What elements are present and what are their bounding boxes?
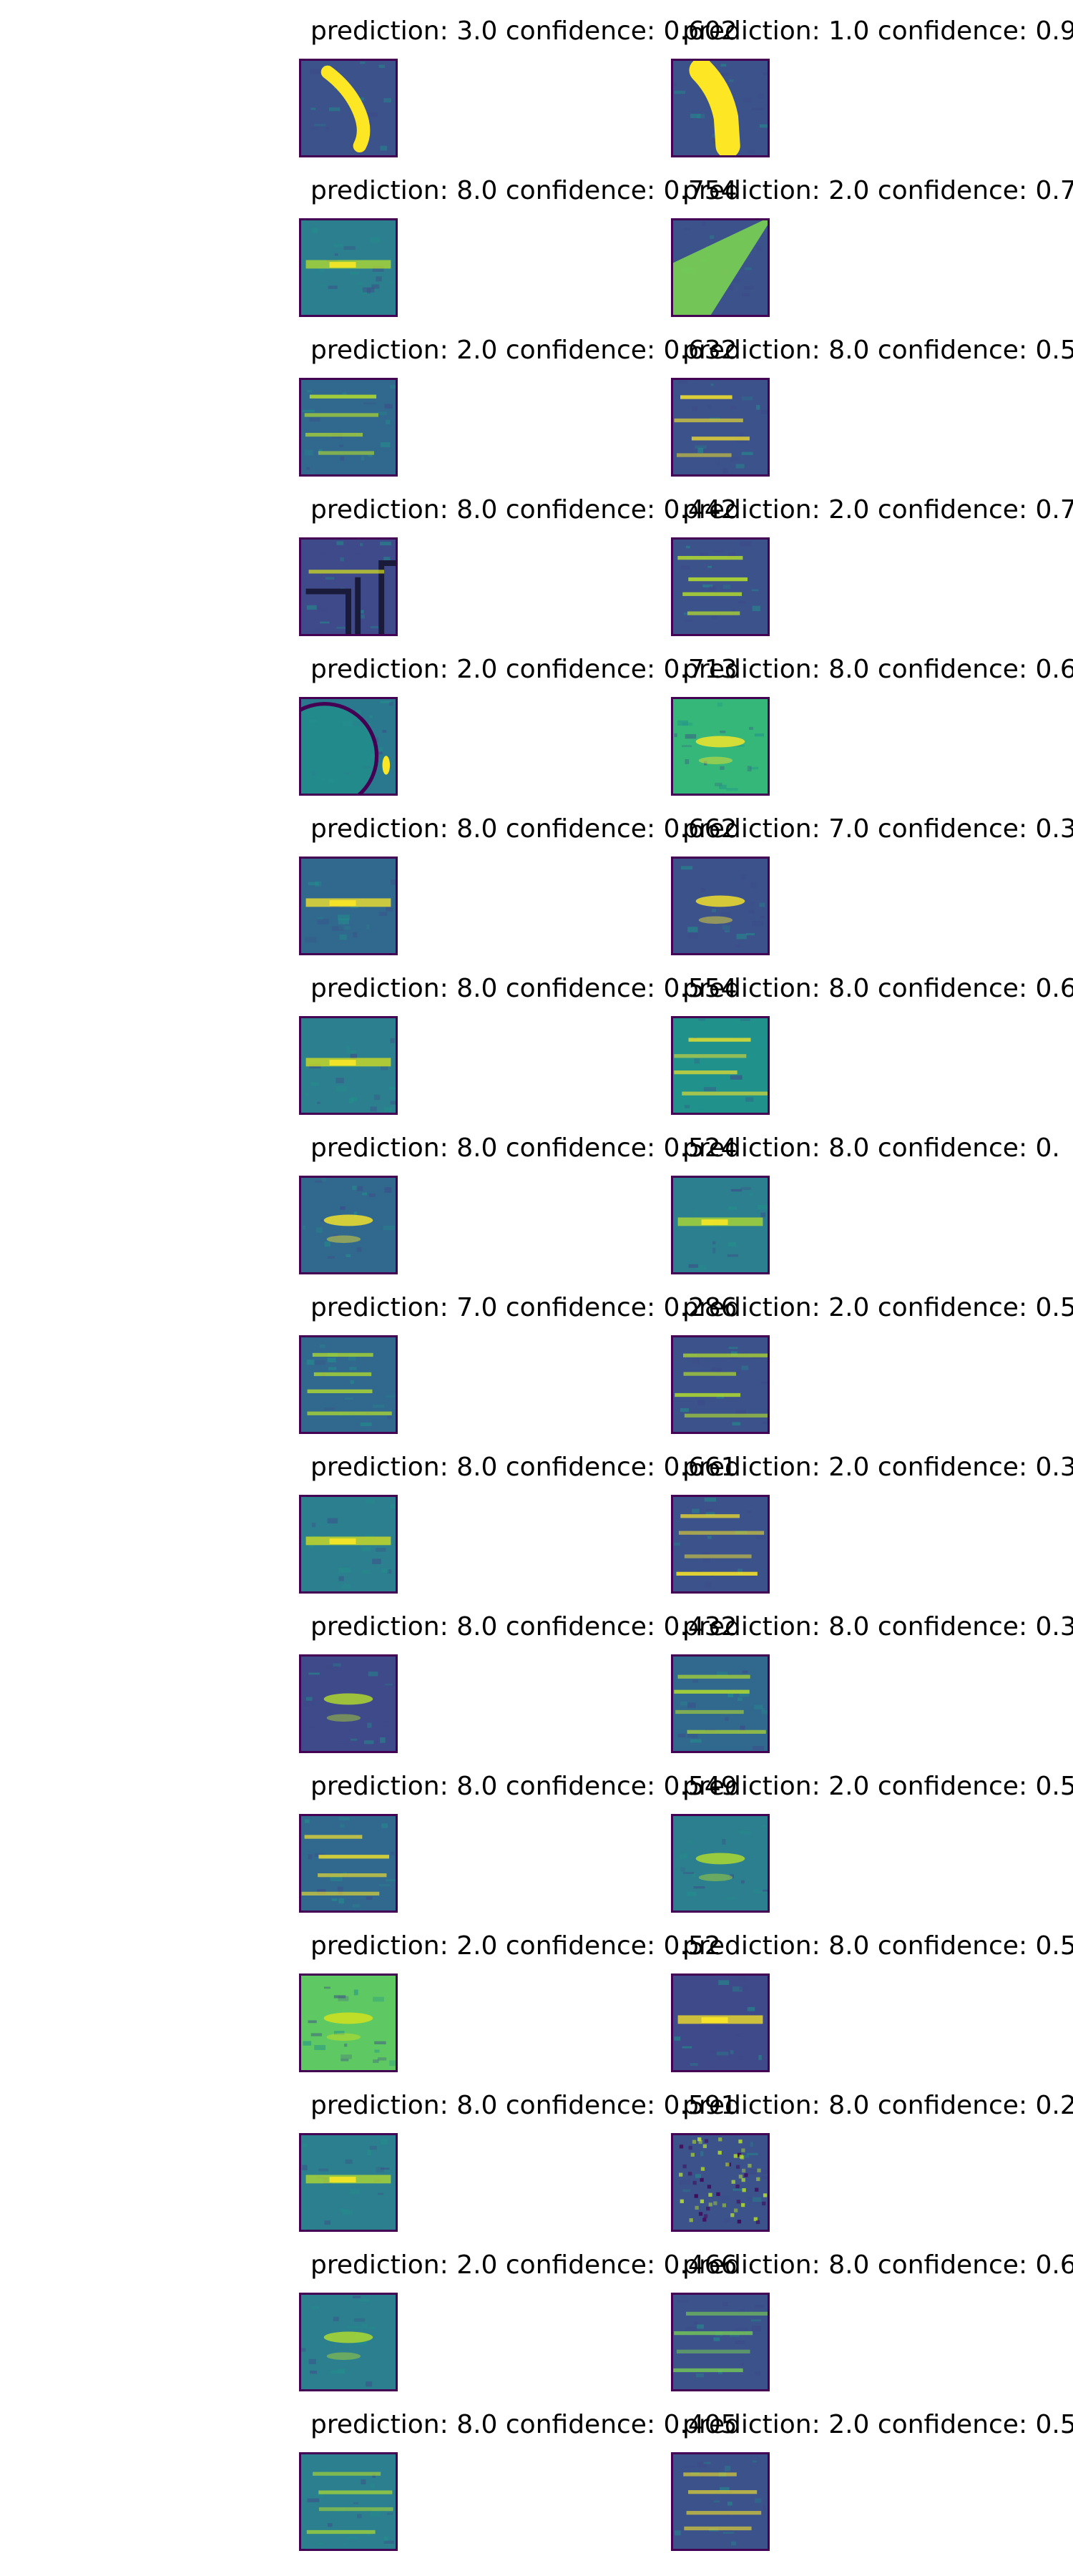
- panel-title: prediction: 7.0 confidence: 0.286: [310, 1293, 738, 1322]
- prediction-thumbnail: [299, 697, 398, 796]
- panel-title: prediction: 8.0 confidence: 0.405: [310, 2410, 738, 2439]
- panel-title: prediction: 2.0 confidence: 0.3: [682, 1453, 1073, 1482]
- prediction-thumbnail: [299, 1176, 398, 1274]
- prediction-thumbnail: [671, 1814, 770, 1913]
- prediction-thumbnail: [299, 378, 398, 477]
- prediction-thumbnail: [299, 2133, 398, 2232]
- panel-title: prediction: 8.0 confidence: 0.662: [310, 814, 738, 844]
- panel-title: prediction: 1.0 confidence: 0.9: [682, 16, 1073, 46]
- panel-title: prediction: 2.0 confidence: 0.466: [310, 2250, 738, 2280]
- prediction-thumbnail: [671, 1654, 770, 1753]
- panel-title: prediction: 8.0 confidence: 0.5: [682, 1931, 1073, 1961]
- panel-title: prediction: 8.0 confidence: 0.6: [682, 655, 1073, 684]
- prediction-thumbnail: [671, 1974, 770, 2072]
- prediction-thumbnail: [299, 1335, 398, 1434]
- panel-title: prediction: 2.0 confidence: 0.713: [310, 655, 738, 684]
- panel-title: prediction: 8.0 confidence: 0.432: [310, 1612, 738, 1641]
- panel-title: prediction: 8.0 confidence: 0.591: [310, 2091, 738, 2120]
- prediction-thumbnail: [299, 1814, 398, 1913]
- prediction-thumbnail: [671, 1335, 770, 1434]
- panel-title: prediction: 8.0 confidence: 0.754: [310, 176, 738, 205]
- panel-title: prediction: 2.0 confidence: 0.5: [682, 1293, 1073, 1322]
- panel-title: prediction: 2.0 confidence: 0.7: [682, 495, 1073, 525]
- panel-title: prediction: 8.0 confidence: 0.6: [682, 974, 1073, 1003]
- panel-title: prediction: 7.0 confidence: 0.3: [682, 814, 1073, 844]
- panel-title: prediction: 8.0 confidence: 0.554: [310, 974, 738, 1003]
- prediction-thumbnail: [299, 218, 398, 317]
- prediction-thumbnail: [299, 1654, 398, 1753]
- prediction-thumbnail: [671, 697, 770, 796]
- panel-title: prediction: 8.0 confidence: 0.661: [310, 1453, 738, 1482]
- prediction-thumbnail: [299, 537, 398, 636]
- panel-title: prediction: 3.0 confidence: 0.602: [310, 16, 738, 46]
- panel-title: prediction: 8.0 confidence: 0.3: [682, 1612, 1073, 1641]
- panel-title: prediction: 2.0 confidence: 0.52: [310, 1931, 721, 1961]
- prediction-thumbnail: [299, 857, 398, 955]
- panel-title: prediction: 2.0 confidence: 0.5: [682, 1772, 1073, 1801]
- prediction-thumbnail: [299, 2452, 398, 2551]
- prediction-thumbnail: [671, 2452, 770, 2551]
- prediction-thumbnail: [299, 1016, 398, 1115]
- panel-title: prediction: 8.0 confidence: 0.524: [310, 1133, 738, 1163]
- prediction-thumbnail: [299, 2293, 398, 2391]
- panel-title: prediction: 8.0 confidence: 0.549: [310, 1772, 738, 1801]
- prediction-thumbnail: [671, 1495, 770, 1594]
- panel-title: prediction: 8.0 confidence: 0.: [682, 1133, 1060, 1163]
- prediction-thumbnail: [671, 2293, 770, 2391]
- panel-title: prediction: 8.0 confidence: 0.6: [682, 2250, 1073, 2280]
- panel-title: prediction: 2.0 confidence: 0.7: [682, 176, 1073, 205]
- prediction-thumbnail: [671, 1016, 770, 1115]
- prediction-thumbnail: [299, 59, 398, 157]
- prediction-thumbnail: [299, 1974, 398, 2072]
- panel-title: prediction: 2.0 confidence: 0.632: [310, 336, 738, 365]
- panel-title: prediction: 2.0 confidence: 0.5: [682, 2410, 1073, 2439]
- prediction-thumbnail: [671, 857, 770, 955]
- prediction-thumbnail: [671, 537, 770, 636]
- prediction-thumbnail: [299, 1495, 398, 1594]
- panel-title: prediction: 8.0 confidence: 0.442: [310, 495, 738, 525]
- prediction-thumbnail: [671, 2133, 770, 2232]
- prediction-thumbnail: [671, 378, 770, 477]
- prediction-thumbnail: [671, 218, 770, 317]
- panel-title: prediction: 8.0 confidence: 0.2: [682, 2091, 1073, 2120]
- prediction-thumbnail: [671, 1176, 770, 1274]
- prediction-thumbnail: [671, 59, 770, 157]
- panel-title: prediction: 8.0 confidence: 0.5: [682, 336, 1073, 365]
